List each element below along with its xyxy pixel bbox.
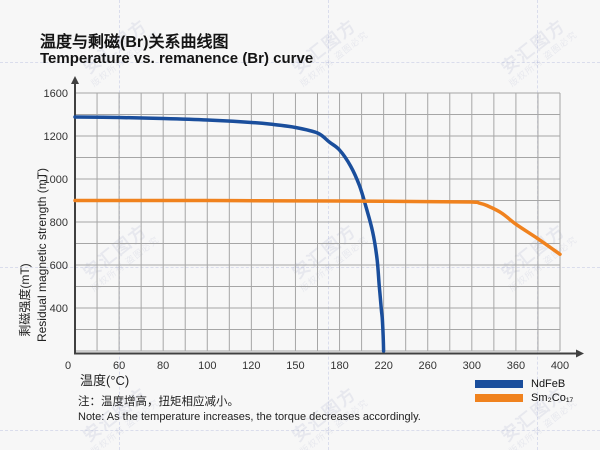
y-axis-title-en: Residual magnetic strength (mT) [35,167,49,343]
y-tick-label: 400 [50,303,68,315]
y-tick-label: 1200 [44,131,68,143]
legend-swatch-ndfeb [475,380,523,388]
y-tick-label: 800 [50,217,68,229]
y-tick-label: 600 [50,260,68,272]
x-tick-label: 220 [374,360,392,372]
x-tick-label: 100 [198,360,216,372]
legend-swatch-sm2co17 [475,394,523,402]
x-tick-label: 80 [157,360,169,372]
legend-item-sm2co17: Sm₂Co₁₇ [475,392,574,404]
footnote: 注：温度增高，扭矩相应减小。 Note: As the temperature … [78,393,421,423]
x-tick-label: 360 [507,360,525,372]
curve-sm2co17 [73,198,562,257]
x-tick-label: 400 [551,360,569,372]
y-axis-title-zh: 剩磁强度(mT) [18,263,32,337]
y-tick-label: 1000 [44,174,68,186]
footnote-zh: 注：温度增高，扭矩相应减小。 [78,396,239,408]
x-tick-label: 180 [330,360,348,372]
x-tick-label: 300 [463,360,481,372]
x-axis-arrow-icon [576,349,584,358]
y-axis-arrow-icon [71,76,79,84]
y-tick-label: 1600 [44,88,68,100]
chart-legend: NdFeB Sm₂Co₁₇ [475,378,574,404]
legend-item-ndfeb: NdFeB [475,378,573,390]
x-tick-label: 60 [113,360,125,372]
x-tick-label: 120 [242,360,260,372]
curve-ndfeb [73,115,386,353]
footnote-en: Note: As the temperature increases, the … [78,411,421,423]
x-axis-title: 温度(°C) [80,373,130,388]
x-tick-label: 0 [65,360,71,372]
page-title-zh: 温度与剩磁(Br)关系曲线图 [40,34,229,51]
x-tick-label: 260 [419,360,437,372]
legend-label-ndfeb: NdFeB [531,378,566,390]
x-tick-label: 150 [286,360,304,372]
legend-label-sm2co17: Sm₂Co₁₇ [531,392,574,404]
page-title-en: Temperature vs. remanence (Br) curve [40,50,314,67]
